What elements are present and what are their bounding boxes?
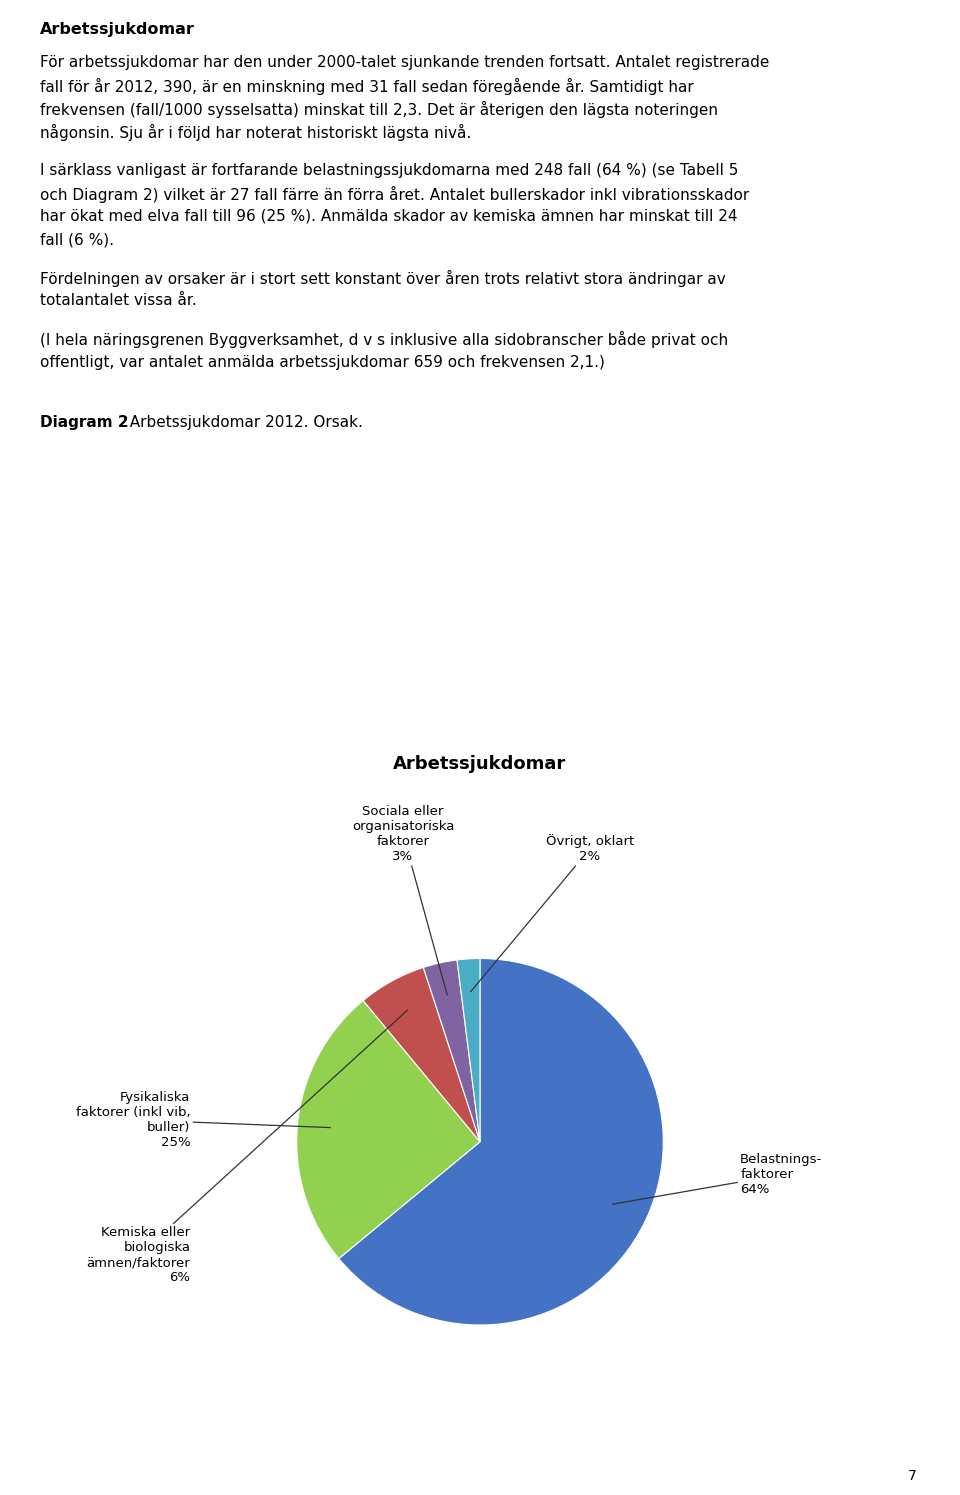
Text: har ökat med elva fall till 96 (25 %). Anmälda skador av kemiska ämnen har minsk: har ökat med elva fall till 96 (25 %). A…: [40, 209, 738, 224]
Text: Kemiska eller
biologiska
ämnen/faktorer
6%: Kemiska eller biologiska ämnen/faktorer …: [86, 1011, 408, 1284]
Text: Fördelningen av orsaker är i stort sett konstant över åren trots relativt stora : Fördelningen av orsaker är i stort sett …: [40, 271, 726, 287]
Title: Arbetssjukdomar: Arbetssjukdomar: [394, 755, 566, 773]
Wedge shape: [457, 958, 480, 1142]
Wedge shape: [339, 958, 663, 1325]
Text: Övrigt, oklart
2%: Övrigt, oklart 2%: [470, 834, 635, 991]
Text: Arbetssjukdomar: Arbetssjukdomar: [40, 22, 195, 37]
Text: någonsin. Sju år i följd har noterat historiskt lägsta nivå.: någonsin. Sju år i följd har noterat his…: [40, 124, 471, 142]
Text: fall för år 2012, 390, är en minskning med 31 fall sedan föregående år. Samtidig: fall för år 2012, 390, är en minskning m…: [40, 78, 694, 96]
Text: (I hela näringsgrenen Byggverksamhet, d v s inklusive alla sidobranscher både pr: (I hela näringsgrenen Byggverksamhet, d …: [40, 332, 729, 348]
Text: totalantalet vissa år.: totalantalet vissa år.: [40, 293, 197, 308]
Text: Sociala eller
organisatoriska
faktorer
3%: Sociala eller organisatoriska faktorer 3…: [351, 806, 454, 996]
Text: För arbetssjukdomar har den under 2000-talet sjunkande trenden fortsatt. Antalet: För arbetssjukdomar har den under 2000-t…: [40, 55, 770, 70]
Text: fall (6 %).: fall (6 %).: [40, 232, 114, 247]
Text: Belastnings-
faktorer
64%: Belastnings- faktorer 64%: [612, 1153, 823, 1203]
Text: Fysikaliska
faktorer (inkl vib,
buller)
25%: Fysikaliska faktorer (inkl vib, buller) …: [76, 1091, 330, 1148]
Text: Diagram 2: Diagram 2: [40, 416, 129, 431]
Text: 7: 7: [908, 1470, 917, 1483]
Text: och Diagram 2) vilket är 27 fall färre än förra året. Antalet bullerskador inkl : och Diagram 2) vilket är 27 fall färre ä…: [40, 185, 750, 203]
Text: . Arbetssjukdomar 2012. Orsak.: . Arbetssjukdomar 2012. Orsak.: [120, 416, 363, 431]
Text: I särklass vanligast är fortfarande belastningssjukdomarna med 248 fall (64 %) (: I särklass vanligast är fortfarande bela…: [40, 163, 738, 178]
Text: offentligt, var antalet anmälda arbetssjukdomar 659 och frekvensen 2,1.): offentligt, var antalet anmälda arbetssj…: [40, 354, 605, 369]
Wedge shape: [423, 960, 480, 1142]
Text: frekvensen (fall/1000 sysselsatta) minskat till 2,3. Det är återigen den lägsta : frekvensen (fall/1000 sysselsatta) minsk…: [40, 102, 718, 118]
Wedge shape: [297, 1000, 480, 1259]
Wedge shape: [363, 967, 480, 1142]
